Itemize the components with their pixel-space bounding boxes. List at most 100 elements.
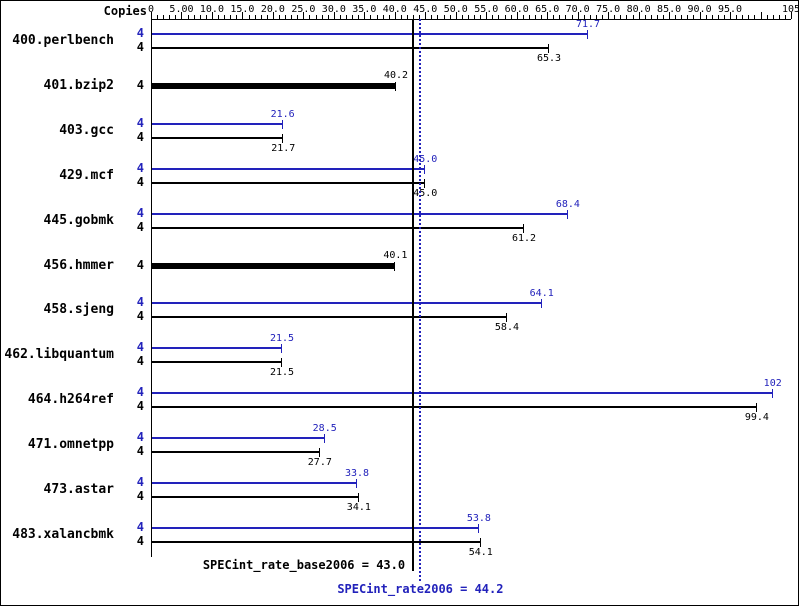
minor-tick	[467, 15, 469, 19]
major-tick	[577, 12, 579, 19]
minor-tick	[230, 15, 232, 19]
peak-bar	[152, 302, 542, 305]
minor-tick	[626, 15, 628, 19]
minor-tick	[492, 15, 494, 19]
copies-value: 4	[136, 429, 144, 444]
base-value-label: 27.7	[307, 456, 332, 468]
major-tick	[608, 12, 610, 19]
minor-tick	[541, 15, 543, 19]
minor-tick	[589, 15, 591, 19]
base-value-label: 54.1	[468, 546, 493, 558]
tick-label: 0	[147, 4, 155, 15]
major-tick	[455, 12, 457, 19]
peak-bar	[152, 33, 589, 36]
minor-tick	[285, 15, 287, 19]
minor-tick	[163, 15, 165, 19]
minor-tick	[199, 15, 201, 19]
x-axis-line	[151, 19, 791, 20]
minor-tick	[656, 15, 658, 19]
base-bar	[152, 540, 481, 543]
minor-tick	[693, 15, 695, 19]
minor-tick	[778, 15, 780, 19]
minor-tick	[705, 15, 707, 19]
peak-value-label: 71.7	[575, 19, 601, 31]
base-value-label: 34.1	[346, 501, 371, 513]
minor-tick	[382, 15, 384, 19]
base-value-label: 58.4	[494, 322, 519, 334]
copies-value: 4	[136, 309, 144, 324]
major-tick	[242, 12, 244, 19]
copies-value: 4	[136, 116, 144, 131]
bar-end-cap	[540, 299, 542, 309]
minor-tick	[321, 15, 323, 19]
minor-tick	[748, 15, 750, 19]
peak-bar	[152, 123, 283, 126]
base-value-label: 40.2	[383, 70, 409, 82]
major-tick	[211, 12, 213, 19]
tick-label: 105	[781, 4, 799, 15]
copies-value: 4	[136, 130, 144, 145]
copies-value: 4	[136, 519, 144, 534]
copies-value: 4	[136, 40, 144, 55]
peak-bar	[152, 212, 568, 215]
peak-bar	[152, 436, 325, 439]
bar-end-cap	[281, 358, 283, 368]
minor-tick	[644, 15, 646, 19]
peak-value-label: 33.8	[344, 467, 370, 479]
minor-tick	[449, 15, 451, 19]
minor-tick	[663, 15, 664, 19]
copies-value: 4	[136, 533, 144, 548]
minor-tick	[339, 15, 341, 19]
tick-label: 30.0	[321, 4, 346, 15]
benchmark-name: 471.omnetpp	[27, 436, 114, 452]
minor-tick	[187, 15, 189, 19]
minor-tick	[742, 15, 744, 19]
bar-end-cap	[587, 30, 589, 40]
tick-label: 45.0	[413, 4, 438, 15]
benchmark-name: 429.mcf	[59, 167, 114, 183]
peak-value-label: 21.6	[270, 109, 295, 121]
minor-tick	[766, 15, 768, 19]
base-value-label: 61.2	[511, 232, 537, 244]
minor-tick	[352, 15, 354, 19]
base-bar	[152, 450, 320, 453]
major-tick	[272, 12, 274, 19]
minor-tick	[784, 15, 786, 19]
bar-end-cap	[281, 120, 283, 130]
minor-tick	[315, 15, 317, 19]
major-tick	[486, 12, 488, 19]
major-tick	[730, 12, 732, 19]
bar-end-cap	[755, 403, 757, 413]
base-bar	[152, 316, 507, 319]
copies-value: 4	[136, 257, 144, 272]
minor-tick	[157, 15, 159, 19]
base-bar	[152, 137, 284, 140]
minor-tick	[327, 15, 329, 19]
minor-tick	[218, 15, 220, 19]
bar-end-cap	[424, 164, 426, 174]
minor-tick	[413, 15, 415, 19]
major-tick	[516, 12, 518, 19]
copies-value: 4	[136, 26, 144, 41]
minor-tick	[711, 15, 713, 19]
minor-tick	[346, 15, 348, 19]
major-tick	[181, 12, 183, 19]
tick-label: 65.0	[535, 4, 560, 15]
base-bar	[152, 181, 426, 184]
copies-header-label: Copies	[103, 4, 147, 18]
peak-bar	[152, 167, 426, 170]
major-tick	[425, 12, 427, 19]
minor-tick	[400, 15, 402, 19]
major-tick	[669, 12, 671, 19]
minor-tick	[297, 15, 299, 19]
benchmark-name: 462.libquantum	[4, 347, 114, 363]
minor-tick	[650, 15, 652, 19]
major-tick	[547, 12, 549, 19]
minor-tick	[681, 15, 683, 19]
base-value-label: 40.1	[383, 249, 408, 261]
minor-tick	[431, 15, 433, 19]
benchmark-name: 400.perlbench	[12, 33, 114, 49]
minor-tick	[376, 15, 378, 19]
y-axis-line	[151, 19, 152, 557]
